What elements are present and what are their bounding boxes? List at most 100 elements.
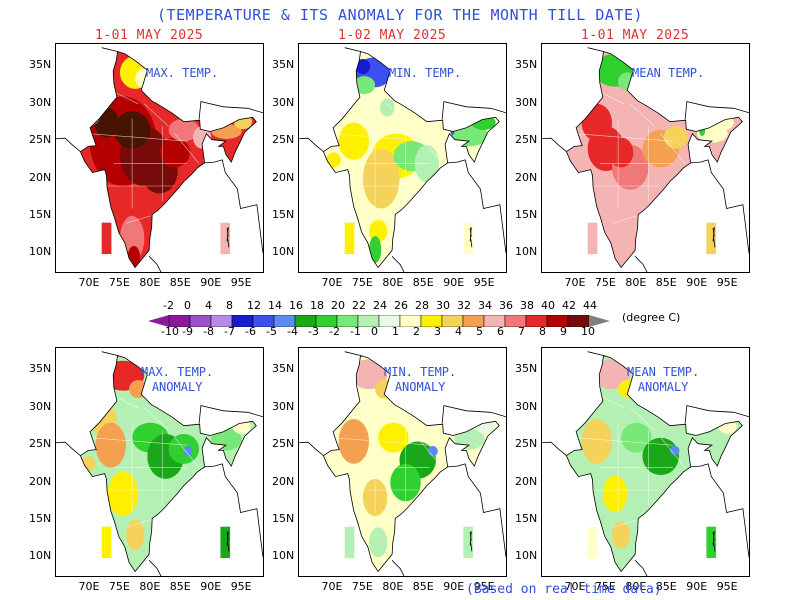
neighbour-border	[391, 560, 405, 576]
neighbour-border	[101, 47, 118, 52]
island-box	[101, 222, 112, 255]
map-max	[56, 47, 263, 272]
lon-tick-label: 75E	[351, 580, 373, 593]
colorbar-anomaly-label: -1	[350, 325, 361, 338]
value-region	[608, 137, 634, 168]
lat-tick-label: 30N	[29, 95, 52, 109]
state-boundary	[387, 103, 412, 127]
lon-tick-label: 70E	[564, 580, 586, 593]
lat-tick-label: 15N	[272, 207, 295, 221]
lat-tick-label: 15N	[29, 511, 52, 525]
value-region	[378, 422, 409, 453]
map-panel-amax: MAX. TEMP. ANOMALY	[55, 347, 264, 577]
colorbar-temp-label: 8	[226, 299, 233, 312]
neighbour-border	[587, 351, 604, 356]
lat-tick-label: 20N	[515, 474, 538, 488]
panel-label: MIN. TEMP. ANOMALY	[384, 365, 456, 395]
panel-label-line2: ANOMALY	[637, 380, 689, 394]
panel-label-line1: MIN. TEMP.	[384, 365, 457, 379]
lat-tick-label: 10N	[272, 549, 295, 563]
colorbar-anomaly-label: 4	[455, 325, 462, 338]
neighbour-border	[684, 405, 749, 424]
india-outline	[322, 50, 500, 269]
map-min	[299, 47, 506, 272]
island-box	[463, 526, 474, 559]
neighbour-border	[634, 256, 648, 272]
panel-date: 1-01 MAY 2025	[581, 28, 690, 43]
panel-date: 1-02 MAY 2025	[338, 28, 447, 43]
value-region	[449, 120, 455, 136]
lon-tick-label: 85E	[169, 580, 191, 593]
island-mark	[226, 531, 229, 541]
colorbar-anomaly-label: -9	[182, 325, 193, 338]
value-region	[475, 419, 494, 434]
value-region	[369, 219, 388, 243]
state-boundary	[332, 437, 430, 446]
lon-tick-label: 70E	[78, 276, 100, 289]
island-mark	[227, 542, 230, 552]
island-box	[587, 222, 598, 255]
neighbour-border	[391, 256, 405, 272]
value-region	[621, 422, 652, 453]
panel-label-line2: ANOMALY	[394, 380, 446, 394]
value-region	[183, 445, 193, 457]
india-outline	[565, 354, 743, 573]
map-panel-mean: MEAN TEMP.	[541, 43, 750, 273]
map-panel-min: MIN. TEMP.	[298, 43, 507, 273]
map-amean	[542, 351, 749, 576]
state-boundary	[660, 437, 686, 468]
colorbar-anomaly-label: -8	[203, 325, 214, 338]
lat-tick-label: 10N	[515, 549, 538, 563]
island-box	[463, 222, 474, 255]
state-boundary	[89, 133, 187, 142]
neighbour-border	[447, 159, 506, 254]
island-mark	[712, 227, 715, 237]
panel-label: MAX. TEMP.	[146, 66, 218, 81]
lat-tick-label: 25N	[515, 437, 538, 451]
colorbar-temp-label: 18	[310, 299, 324, 312]
colorbar-temp-label: 32	[457, 299, 471, 312]
neighbour-border	[587, 47, 604, 52]
island-mark	[713, 542, 716, 552]
neighbour-border	[56, 441, 81, 456]
lon-tick-label: 90E	[200, 276, 222, 289]
value-region	[581, 419, 613, 464]
value-region	[369, 236, 382, 264]
value-region	[338, 122, 370, 160]
colorbar-anomaly-label: 6	[497, 325, 504, 338]
colorbar-temp-label: 4	[205, 299, 212, 312]
lon-tick-label: 85E	[169, 276, 191, 289]
colorbar-temp-label: 20	[331, 299, 345, 312]
state-boundary	[332, 133, 430, 142]
state-boundary	[125, 215, 151, 224]
colorbar-anomaly-label: 1	[392, 325, 399, 338]
lon-tick-label: 95E	[716, 276, 738, 289]
lon-tick-label: 90E	[686, 276, 708, 289]
colorbar-anomaly-label: 8	[539, 325, 546, 338]
lon-tick-label: 70E	[78, 580, 100, 593]
lat-tick-label: 15N	[272, 511, 295, 525]
value-region	[94, 107, 119, 138]
panel-label-line2: ANOMALY	[151, 380, 203, 394]
lon-tick-label: 75E	[108, 276, 130, 289]
neighbour-border	[198, 405, 263, 424]
value-region	[326, 152, 342, 168]
lon-tick-label: 75E	[108, 580, 130, 593]
value-region	[642, 437, 679, 476]
value-region	[577, 103, 592, 119]
colorbar-anomaly-label: -7	[224, 325, 235, 338]
state-boundary	[575, 133, 673, 142]
state-boundary	[125, 519, 151, 528]
value-region	[718, 419, 737, 434]
neighbour-border	[198, 101, 263, 120]
neighbour-border	[634, 560, 648, 576]
value-region	[80, 456, 96, 472]
island-mark	[226, 227, 229, 237]
island-box	[101, 526, 112, 559]
colorbar-temp-label: 38	[520, 299, 534, 312]
neighbour-border	[204, 159, 263, 254]
lon-tick-label: 95E	[230, 276, 252, 289]
colorbar-anomaly-label: 0	[371, 325, 378, 338]
map-panel-amean: MEAN TEMP. ANOMALY	[541, 347, 750, 577]
state-boundary	[174, 437, 200, 468]
